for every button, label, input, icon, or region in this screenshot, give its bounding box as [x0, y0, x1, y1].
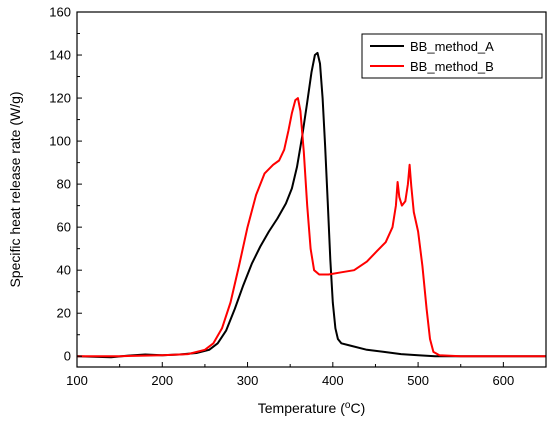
y-tick-label: 120 — [49, 91, 71, 106]
y-tick-label: 40 — [57, 263, 71, 278]
x-tick-label: 300 — [237, 373, 259, 388]
x-axis-title-text: Temperature ( — [258, 400, 345, 416]
y-tick-label: 60 — [57, 220, 71, 235]
legend-box — [361, 33, 543, 79]
y-tick-label: 20 — [57, 306, 71, 321]
legend-label: BB_method_B — [410, 59, 494, 74]
y-tick-label: 0 — [64, 349, 71, 364]
series-line-bb-method-a — [76, 51, 546, 359]
y-tick-label: 160 — [49, 5, 71, 20]
axes-layer: 100 200 300 400 500 600 0 20 40 60 80 100 120 140 160 — [49, 5, 547, 388]
x-tick-label: 200 — [151, 373, 173, 388]
legend-label: BB_method_A — [410, 39, 494, 54]
legend: BB_method_A BB_method_B — [361, 33, 543, 79]
y-tick-label: 140 — [49, 48, 71, 63]
series-layer — [76, 51, 546, 359]
x-tick-label: 100 — [66, 373, 88, 388]
x-axis-title-unit: C) — [350, 400, 365, 416]
plot-frame — [76, 11, 547, 368]
x-tick-label: 600 — [493, 373, 515, 388]
x-axis-title: Temperature (oC) — [258, 400, 366, 417]
x-tick-label: 400 — [322, 373, 344, 388]
x-tick-label: 500 — [407, 373, 429, 388]
y-tick-label: 80 — [57, 177, 71, 192]
y-tick-label: 100 — [49, 134, 71, 149]
y-axis-title: Specific heat release rate (W/g) — [7, 91, 23, 287]
x-axis-title-degree: o — [345, 400, 351, 411]
series-line-bb-method-b — [77, 97, 546, 358]
